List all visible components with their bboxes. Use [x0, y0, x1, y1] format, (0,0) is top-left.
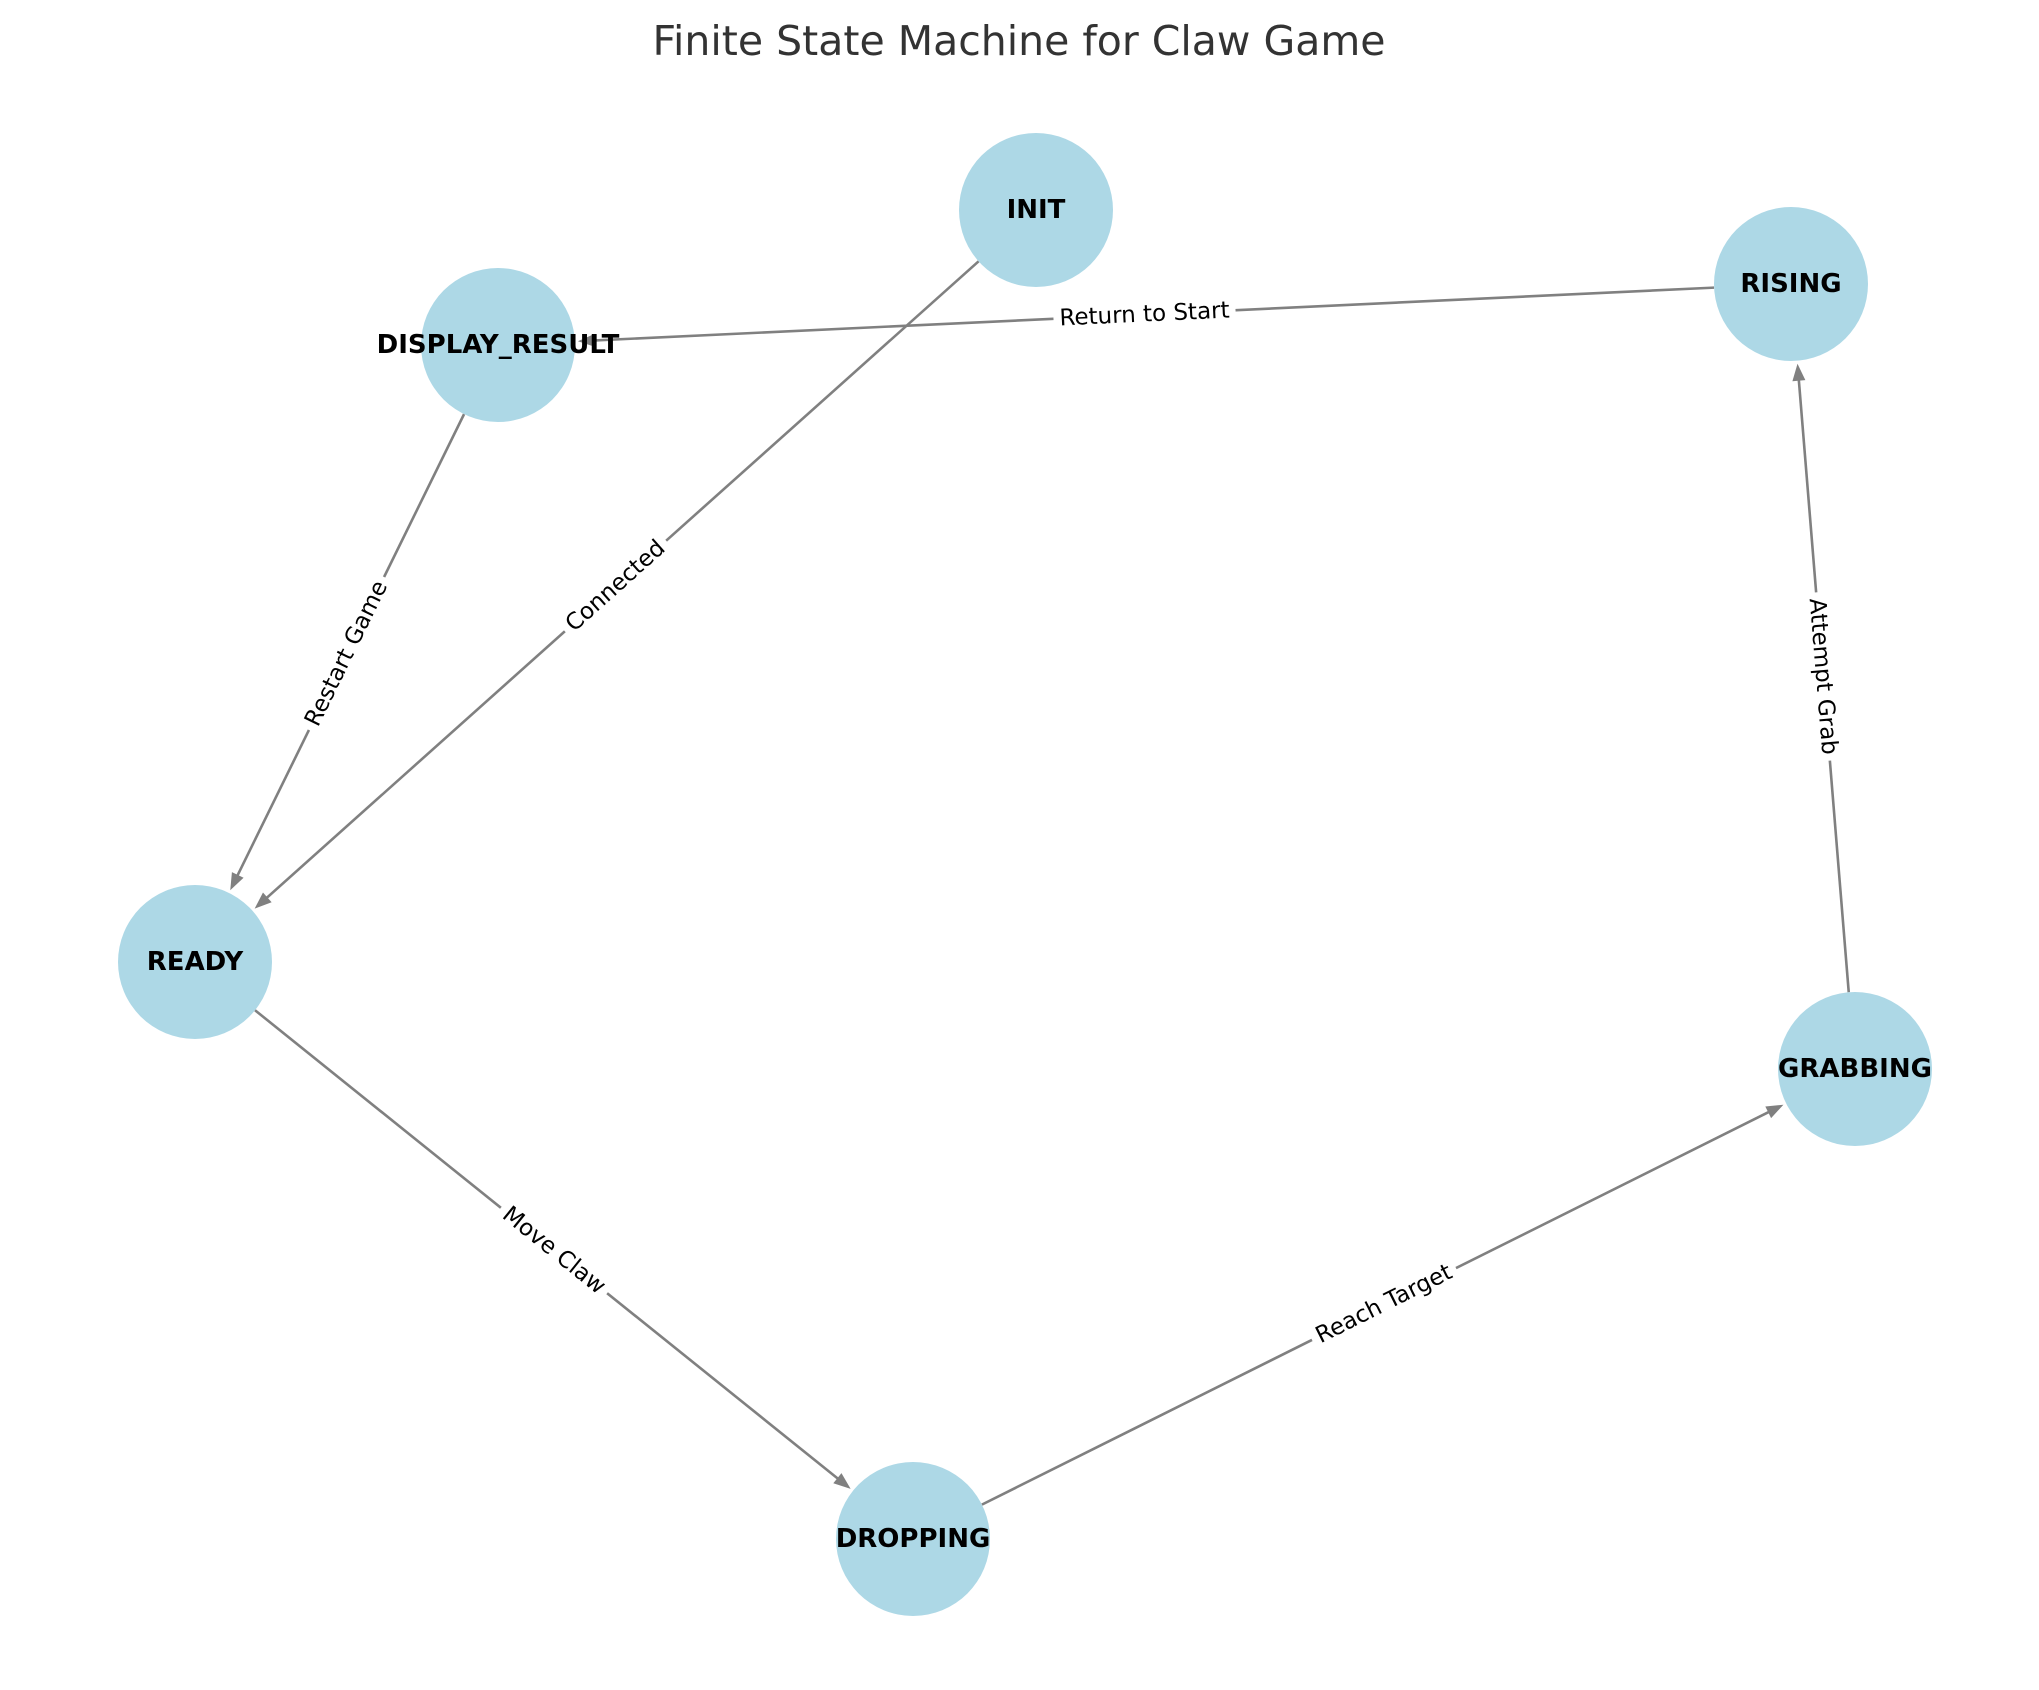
arrowhead-icon [1765, 1104, 1784, 1119]
transition-label-text: Reach Target [1312, 1259, 1457, 1349]
state-label-grabbing: GRABBING [1778, 1054, 1932, 1084]
label-background [492, 1196, 616, 1305]
transition-label-text: Restart Game [300, 577, 393, 731]
state-node-init [959, 133, 1113, 287]
arrowhead-icon [254, 892, 272, 909]
state-node-display-result [421, 268, 575, 422]
state-label-ready: READY [147, 947, 245, 977]
transition-label-text: Move Claw [497, 1201, 610, 1299]
state-label-display-result: DISPLAY_RESULT [377, 330, 620, 360]
state-label-init: INIT [1007, 195, 1066, 225]
state-node-rising [1714, 207, 1868, 361]
arrowhead-icon [833, 1473, 851, 1489]
diagram-title: Finite State Machine for Claw Game [652, 17, 1385, 65]
states-layer [118, 133, 1932, 1616]
transition-label-text: Return to Start [1059, 298, 1230, 332]
transition-label-reach-target: Reach Target [1305, 1255, 1463, 1353]
label-background [1052, 296, 1237, 333]
transition-label-return-to-start: Return to Start [1052, 296, 1237, 333]
label-background [1802, 591, 1844, 762]
state-node-dropping [836, 1462, 990, 1616]
arrowhead-icon [230, 872, 244, 891]
state-node-grabbing [1778, 992, 1932, 1146]
transition-label-text: Connected [561, 535, 671, 637]
state-node-ready [118, 885, 272, 1039]
transition-label-move-claw: Move Claw [492, 1196, 616, 1305]
label-background [555, 530, 676, 642]
state-label-dropping: DROPPING [836, 1524, 991, 1554]
arrowhead-icon [1792, 363, 1806, 382]
transition-label-attempt-grab: Attempt Grab [1802, 591, 1844, 762]
arrowhead-icon [577, 333, 596, 347]
transition-label-connected: Connected [555, 530, 676, 642]
transitions-layer [230, 260, 1851, 1506]
state-labels-layer: INIT RISING DISPLAY_RESULT READY GRABBING DRO… [147, 195, 1932, 1554]
transition-label-restart-game: Restart Game [296, 570, 397, 737]
state-label-rising: RISING [1740, 269, 1841, 299]
transition-labels-layer: Connected Move Claw Reach Target Attempt Gr… [296, 296, 1844, 1353]
label-background [1305, 1255, 1463, 1353]
label-background [296, 570, 397, 737]
